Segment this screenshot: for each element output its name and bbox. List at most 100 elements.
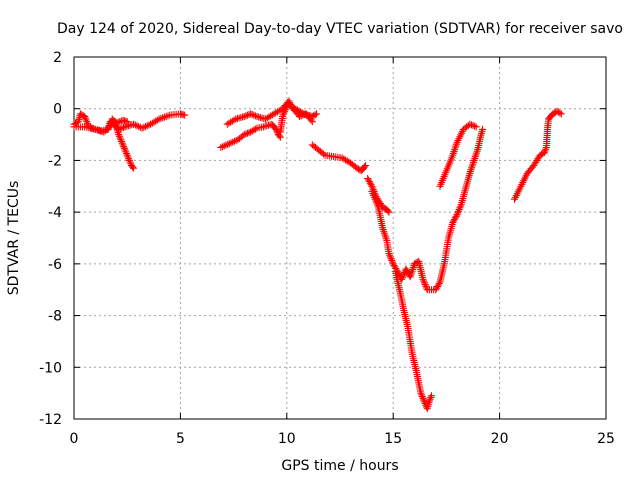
data-point (422, 282, 430, 290)
data-point (120, 143, 128, 151)
x-tick-label: 25 (597, 431, 615, 447)
data-point (433, 284, 441, 292)
data-point (390, 261, 398, 269)
data-point (131, 121, 139, 129)
data-point (129, 163, 137, 171)
data-point (386, 251, 394, 259)
data-point (364, 175, 372, 183)
data-point (542, 145, 550, 153)
data-point (455, 206, 463, 214)
data-point (384, 207, 392, 215)
data-point (280, 109, 288, 117)
data-point (162, 112, 170, 120)
data-point (125, 156, 133, 164)
data-point (181, 111, 189, 119)
data-point (271, 124, 279, 132)
data-point (435, 280, 443, 288)
x-tick-label: 0 (70, 431, 79, 447)
data-point (421, 281, 429, 289)
data-point (117, 136, 125, 144)
data-point (122, 148, 130, 156)
data-point (125, 155, 133, 163)
data-point (248, 111, 256, 119)
data-point (419, 394, 427, 402)
data-point (130, 164, 138, 172)
data-point (81, 114, 89, 122)
data-point (247, 110, 255, 118)
data-point (119, 123, 127, 131)
data-point (433, 283, 441, 291)
data-point (426, 395, 434, 403)
data-point (449, 218, 457, 226)
data-point (123, 118, 131, 126)
data-point (250, 111, 258, 119)
data-point (469, 122, 477, 130)
data-point (243, 129, 251, 137)
data-point (224, 140, 232, 148)
x-tick-labels: 0 5 10 15 20 25 (70, 431, 615, 447)
data-point (427, 393, 435, 401)
data-point (157, 114, 165, 122)
data-point (454, 209, 462, 217)
data-point (471, 122, 479, 130)
y-tick-label: -6 (48, 257, 62, 273)
data-point (540, 149, 548, 157)
data-point (121, 146, 129, 154)
x-tick-label: 10 (278, 431, 296, 447)
data-point (420, 396, 428, 404)
data-point (251, 125, 259, 133)
data-point (123, 151, 131, 159)
data-point (418, 393, 426, 401)
data-point (126, 158, 134, 166)
data-point (434, 281, 442, 289)
chart-title: Day 124 of 2020, Sidereal Day-to-day VTE… (57, 21, 623, 37)
data-point (557, 110, 565, 118)
data-point (155, 115, 163, 123)
data-point (243, 111, 251, 119)
data-point (450, 215, 458, 223)
data-point (230, 116, 238, 124)
data-point (387, 255, 395, 263)
data-point (311, 111, 319, 119)
data-point (307, 116, 315, 124)
data-point (313, 110, 321, 118)
plot-border (73, 56, 607, 420)
data-point (160, 113, 168, 121)
data-point (142, 123, 150, 131)
data-point (229, 138, 237, 146)
data-point (279, 112, 287, 120)
axis-ticks (73, 56, 607, 420)
y-tick-label: -8 (48, 309, 62, 325)
data-point (273, 127, 281, 135)
data-point (403, 267, 411, 275)
data-point (124, 153, 132, 161)
data-point (296, 112, 304, 120)
data-point (453, 211, 461, 219)
data-point (130, 120, 138, 128)
data-point (240, 131, 248, 139)
data-point (362, 162, 370, 170)
data-point (115, 131, 123, 139)
data-point (281, 106, 289, 114)
x-tick-label: 5 (176, 431, 185, 447)
data-point (456, 204, 464, 212)
data-point (118, 124, 126, 132)
data-point (367, 181, 375, 189)
data-point (417, 389, 425, 397)
data-point (389, 260, 397, 268)
y-tick-label: -10 (39, 360, 62, 376)
data-point (251, 112, 259, 120)
data-point (219, 143, 227, 151)
data-point (418, 391, 426, 399)
data-point (320, 150, 328, 158)
y-tick-label: 0 (53, 102, 62, 118)
data-point (472, 123, 480, 131)
data-point (118, 139, 126, 147)
y-tick-label: -2 (48, 153, 62, 169)
data-point (122, 150, 130, 158)
data-point (556, 109, 564, 117)
data-point (143, 122, 151, 130)
data-point (454, 207, 462, 215)
data-point (225, 140, 233, 148)
